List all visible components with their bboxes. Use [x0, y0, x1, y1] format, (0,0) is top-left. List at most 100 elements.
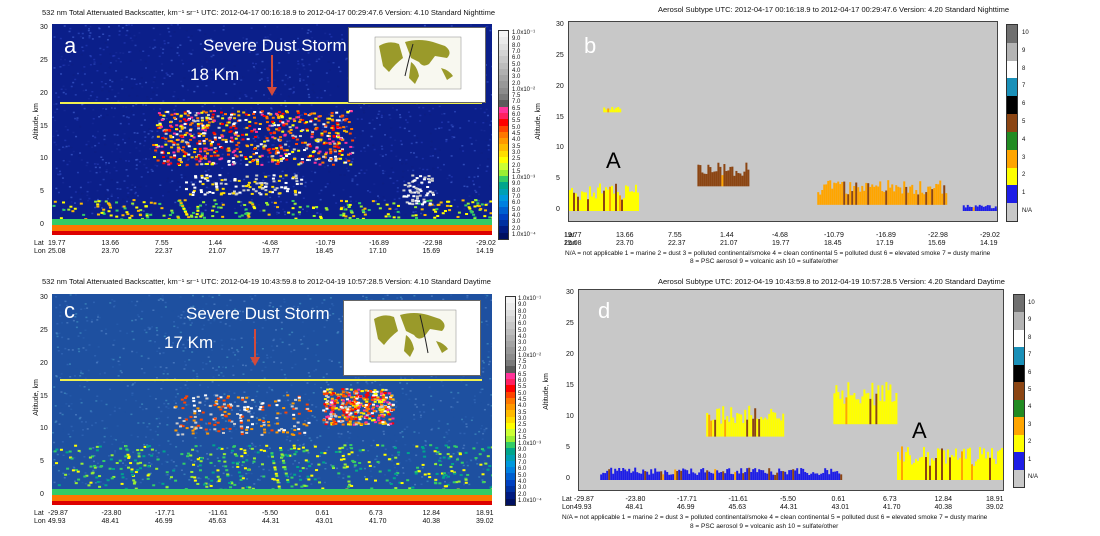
panel-c-aerosol-cell — [376, 398, 380, 401]
panel-a-noise-cell — [116, 181, 119, 184]
panel-c-noise-cell — [273, 338, 276, 341]
panel-a-noise-cell — [140, 77, 143, 79]
panel-c-noise-cell — [300, 416, 303, 418]
panel-a-aerosol-cell — [245, 126, 249, 129]
panel-c-aerosol-cell — [275, 404, 279, 407]
panel-c-noise-cell — [452, 406, 455, 409]
panel-c-aerosol-cell — [359, 395, 363, 398]
panel-a-aerosol-cell — [270, 160, 274, 163]
panel-a-noise-cell — [91, 135, 94, 137]
panel-c-noise-cell — [271, 389, 274, 392]
panel-c-aerosol-cell — [250, 428, 254, 431]
panel-a-noise-cell — [378, 196, 381, 199]
panel-a-aerosol-cell — [190, 215, 194, 218]
panel-a-noise-cell — [276, 26, 279, 28]
panel-c-noise-cell — [87, 347, 90, 349]
panel-c-aerosol-cell — [239, 419, 243, 422]
panel-a-aerosol-cell — [187, 216, 191, 219]
panel-a-noise-cell — [150, 98, 153, 100]
panel-a-noise-cell — [316, 212, 319, 214]
panel-a-aerosol-cell — [273, 137, 277, 140]
panel-b-aerosol-column — [631, 191, 633, 211]
panel-a-noise-cell — [479, 107, 482, 110]
panel-c-noise-cell — [247, 396, 250, 398]
panel-a-noise-cell — [491, 26, 492, 29]
panel-a-noise-cell — [59, 173, 62, 175]
panel-a-colorbar-swatch — [499, 207, 508, 215]
panel-b-aerosol-column — [737, 173, 740, 187]
panel-c-noise-cell — [60, 391, 63, 393]
panel-a-noise-cell — [125, 169, 128, 171]
panel-a-noise-cell — [179, 141, 182, 144]
panel-a-noise-cell — [239, 159, 242, 161]
panel-c-aerosol-cell — [209, 413, 213, 416]
panel-c-noise-cell — [315, 306, 318, 308]
panel-c-noise-cell — [228, 344, 231, 346]
panel-c-noise-cell — [134, 304, 137, 307]
panel-c-noise-cell — [123, 459, 126, 461]
panel-c-noise-cell — [205, 363, 208, 365]
panel-a-aerosol-cell — [299, 182, 303, 185]
panel-a-aerosol-cell — [187, 145, 191, 148]
panel-a-aerosol-cell — [160, 145, 164, 148]
panel-c-noise-cell — [140, 324, 143, 326]
panel-a-aerosol-cell — [176, 150, 180, 153]
panel-b-aerosol-column — [990, 208, 993, 211]
panel-a-noise-cell — [150, 197, 153, 199]
panel-a-noise-cell — [487, 158, 490, 160]
panel-c-noise-cell — [143, 372, 146, 374]
panel-a-noise-cell — [102, 33, 105, 36]
panel-b-aerosol-column — [571, 187, 573, 211]
panel-a-aerosol-cell — [228, 192, 232, 195]
panel-c-noise-cell — [176, 326, 179, 329]
panel-c-noise-cell — [209, 353, 212, 355]
panel-a-noise-cell — [238, 97, 241, 100]
panel-b-lon-tick: 21.07 — [720, 240, 738, 247]
panel-a-noise-cell — [256, 53, 259, 56]
panel-a-noise-cell — [421, 183, 424, 185]
panel-a-aerosol-cell — [139, 209, 143, 212]
panel-a-aerosol-cell — [193, 186, 197, 189]
panel-a-noise-cell — [205, 57, 208, 60]
panel-a-aerosol-cell — [199, 191, 203, 194]
panel-a-noise-cell — [153, 39, 156, 41]
panel-a-aerosol-cell — [340, 138, 344, 141]
panel-c-noise-cell — [347, 431, 350, 433]
panel-a-noise-cell — [442, 163, 445, 166]
panel-c-aerosol-cell — [262, 428, 266, 431]
panel-c-aerosol-cell — [354, 411, 358, 414]
panel-c-noise-cell — [188, 318, 191, 321]
panel-a-noise-cell — [110, 80, 113, 82]
panel-a-noise-cell — [381, 169, 384, 172]
panel-a-noise-cell — [67, 64, 70, 67]
panel-c-noise-cell — [150, 463, 153, 465]
panel-a-aerosol-cell — [178, 120, 182, 123]
panel-c-aerosol-cell — [347, 423, 351, 426]
panel-a-aerosol-cell — [346, 204, 350, 207]
panel-a-noise-cell — [102, 107, 105, 110]
panel-a-noise-cell — [414, 210, 417, 213]
panel-a-noise-cell — [299, 78, 302, 80]
panel-c-aerosol-cell — [391, 417, 395, 420]
panel-a-noise-cell — [428, 196, 431, 199]
panel-c-noise-cell — [283, 472, 286, 474]
panel-c-noise-cell — [491, 428, 492, 430]
panel-c-noise-cell — [324, 428, 327, 431]
panel-a-noise-cell — [169, 161, 172, 164]
panel-c-noise-cell — [487, 350, 490, 353]
panel-c-aerosol-cell — [221, 405, 225, 408]
panel-a-ground-return — [52, 225, 492, 235]
panel-a-aerosol-cell — [268, 124, 272, 127]
panel-a-aerosol-cell — [218, 158, 222, 161]
panel-a-noise-cell — [469, 24, 472, 26]
panel-a-aerosol-cell — [214, 150, 218, 153]
panel-a-aerosol-cell — [322, 123, 326, 126]
panel-c-noise-cell — [162, 352, 165, 354]
panel-b-aerosol-column — [825, 184, 828, 205]
panel-c-noise-cell — [219, 306, 222, 308]
panel-a-noise-cell — [145, 158, 148, 160]
panel-a-noise-cell — [374, 163, 377, 165]
panel-c-noise-cell — [450, 294, 453, 296]
panel-a-noise-cell — [270, 108, 273, 110]
panel-c-noise-cell — [354, 376, 357, 379]
